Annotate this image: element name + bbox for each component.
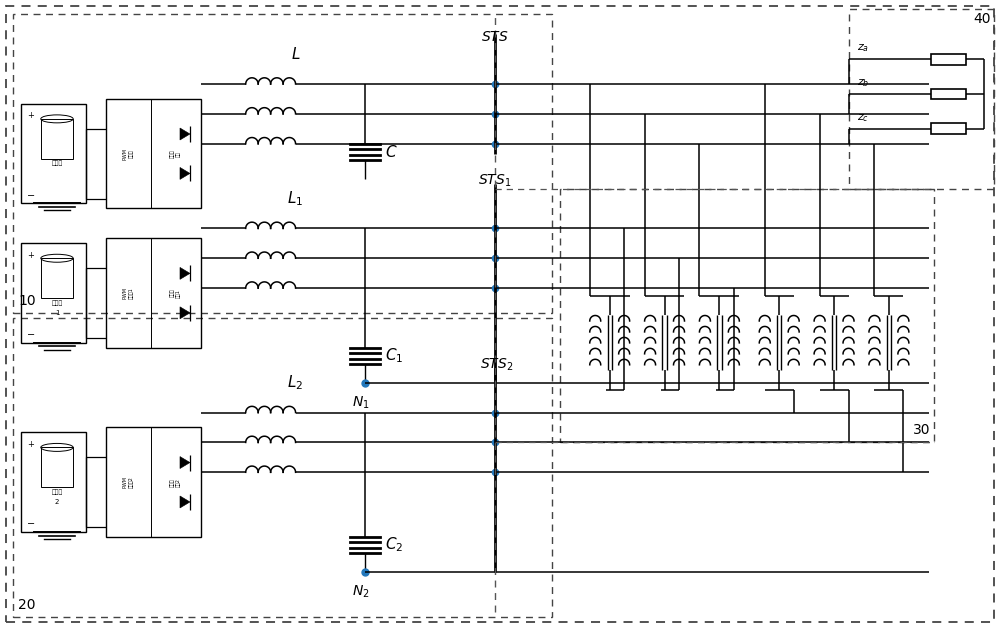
Text: $L$: $L$ xyxy=(291,46,300,62)
Text: 直流源: 直流源 xyxy=(51,300,63,306)
Text: $STS_1$: $STS_1$ xyxy=(478,172,512,188)
Text: $N_1$: $N_1$ xyxy=(352,394,369,411)
Text: $L_1$: $L_1$ xyxy=(287,189,304,208)
Text: −: − xyxy=(27,330,35,340)
Text: −: − xyxy=(27,519,35,529)
Text: PWM
逆变器1: PWM 逆变器1 xyxy=(122,287,133,299)
Text: 三相三
电卡1: 三相三 电卡1 xyxy=(170,289,181,298)
Polygon shape xyxy=(180,128,190,140)
Text: 30: 30 xyxy=(913,423,931,438)
Text: $C_1$: $C_1$ xyxy=(385,347,404,365)
Text: 2: 2 xyxy=(55,499,59,505)
Text: $L_2$: $L_2$ xyxy=(287,373,304,392)
Text: PWM
逆变器: PWM 逆变器 xyxy=(122,148,133,160)
Polygon shape xyxy=(180,496,190,508)
Text: $C$: $C$ xyxy=(385,144,398,160)
Text: $z_b$: $z_b$ xyxy=(857,77,869,89)
Text: 1: 1 xyxy=(55,310,59,316)
Bar xyxy=(41,119,73,159)
Text: $STS_2$: $STS_2$ xyxy=(480,356,514,373)
Text: +: + xyxy=(27,251,34,260)
Bar xyxy=(41,258,73,298)
Polygon shape xyxy=(180,457,190,468)
Text: +: + xyxy=(27,440,34,449)
Text: $N_2$: $N_2$ xyxy=(352,584,369,600)
Text: PWM
逆变器2: PWM 逆变器2 xyxy=(122,476,133,488)
Text: 三相三
电卡: 三相三 电卡 xyxy=(170,149,181,158)
Text: 40: 40 xyxy=(973,13,991,26)
Text: $z_c$: $z_c$ xyxy=(857,112,869,124)
Text: +: + xyxy=(27,111,34,121)
Text: 三相三
电卡2: 三相三 电卡2 xyxy=(170,478,181,487)
Text: 10: 10 xyxy=(18,294,36,308)
Text: 20: 20 xyxy=(18,598,36,612)
Text: $z_a$: $z_a$ xyxy=(857,42,869,54)
Polygon shape xyxy=(180,168,190,180)
Polygon shape xyxy=(180,268,190,279)
Text: 直流源: 直流源 xyxy=(51,489,63,495)
Text: 直流源: 直流源 xyxy=(51,161,63,166)
Bar xyxy=(41,447,73,487)
Polygon shape xyxy=(180,307,190,319)
Text: −: − xyxy=(27,190,35,200)
Text: $C_2$: $C_2$ xyxy=(385,536,404,555)
Text: $STS$: $STS$ xyxy=(481,30,509,44)
